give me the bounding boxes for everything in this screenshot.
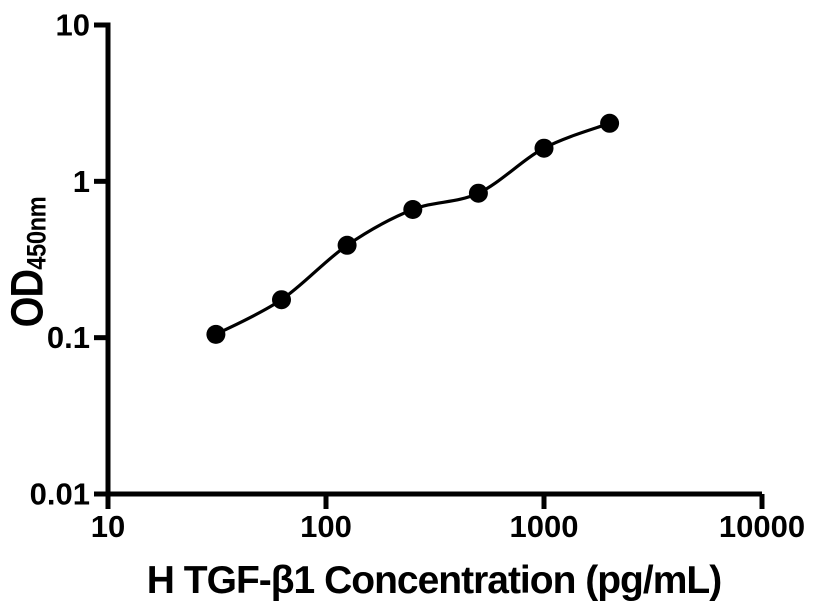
- y-tick-label: 1: [73, 164, 90, 199]
- data-point: [600, 113, 620, 133]
- data-point: [534, 138, 554, 158]
- x-tick-label: 10: [91, 509, 125, 544]
- data-point: [337, 235, 357, 255]
- data-point: [272, 290, 291, 310]
- data-point: [206, 324, 226, 344]
- x-tick-label: 1000: [510, 509, 579, 544]
- y-axis-title: OD450nm: [1, 196, 53, 328]
- x-axis-title: H TGF-β1 Concentration (pg/mL): [146, 559, 722, 602]
- y-tick-label: 0.01: [30, 477, 90, 512]
- data-point: [468, 183, 488, 203]
- x-tick-label: 100: [300, 509, 352, 544]
- y-axis-title-main: OD: [1, 269, 53, 328]
- y-tick-label: 0.1: [47, 320, 90, 355]
- x-tick-label: 10000: [719, 509, 805, 544]
- y-tick-label: 10: [56, 8, 90, 43]
- y-axis-title-subscript: 450nm: [21, 196, 52, 270]
- data-point: [403, 200, 423, 219]
